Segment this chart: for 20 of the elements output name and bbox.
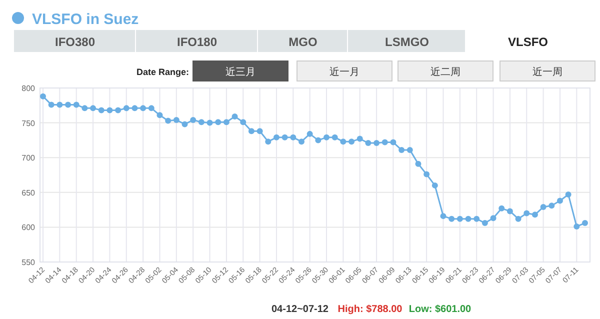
text: IFO380 [54, 35, 96, 49]
text: MGO [288, 35, 318, 49]
y-tick-label: 600 [22, 223, 36, 232]
y-tick-label: 700 [22, 154, 36, 163]
text: 近一月 [330, 66, 360, 78]
text: LSMGO [385, 35, 429, 49]
chart-title: VLSFO in Suez [32, 11, 139, 28]
text: VLSFO [508, 35, 548, 49]
y-tick-label: 650 [22, 188, 36, 198]
y-tick-label: 800 [22, 84, 36, 93]
text: Date Range: [136, 67, 189, 77]
text: 近二周 [430, 66, 460, 78]
text: 04-12~07-12 [272, 304, 329, 315]
text: High: $788.00 [338, 304, 403, 315]
text: 近一周 [532, 66, 562, 78]
text: 近三月 [226, 66, 256, 78]
y-tick-label: 750 [22, 118, 36, 128]
text: IFO180 [176, 35, 218, 49]
text: Low: $601.00 [408, 304, 472, 315]
y-tick-label: 550 [22, 258, 36, 267]
